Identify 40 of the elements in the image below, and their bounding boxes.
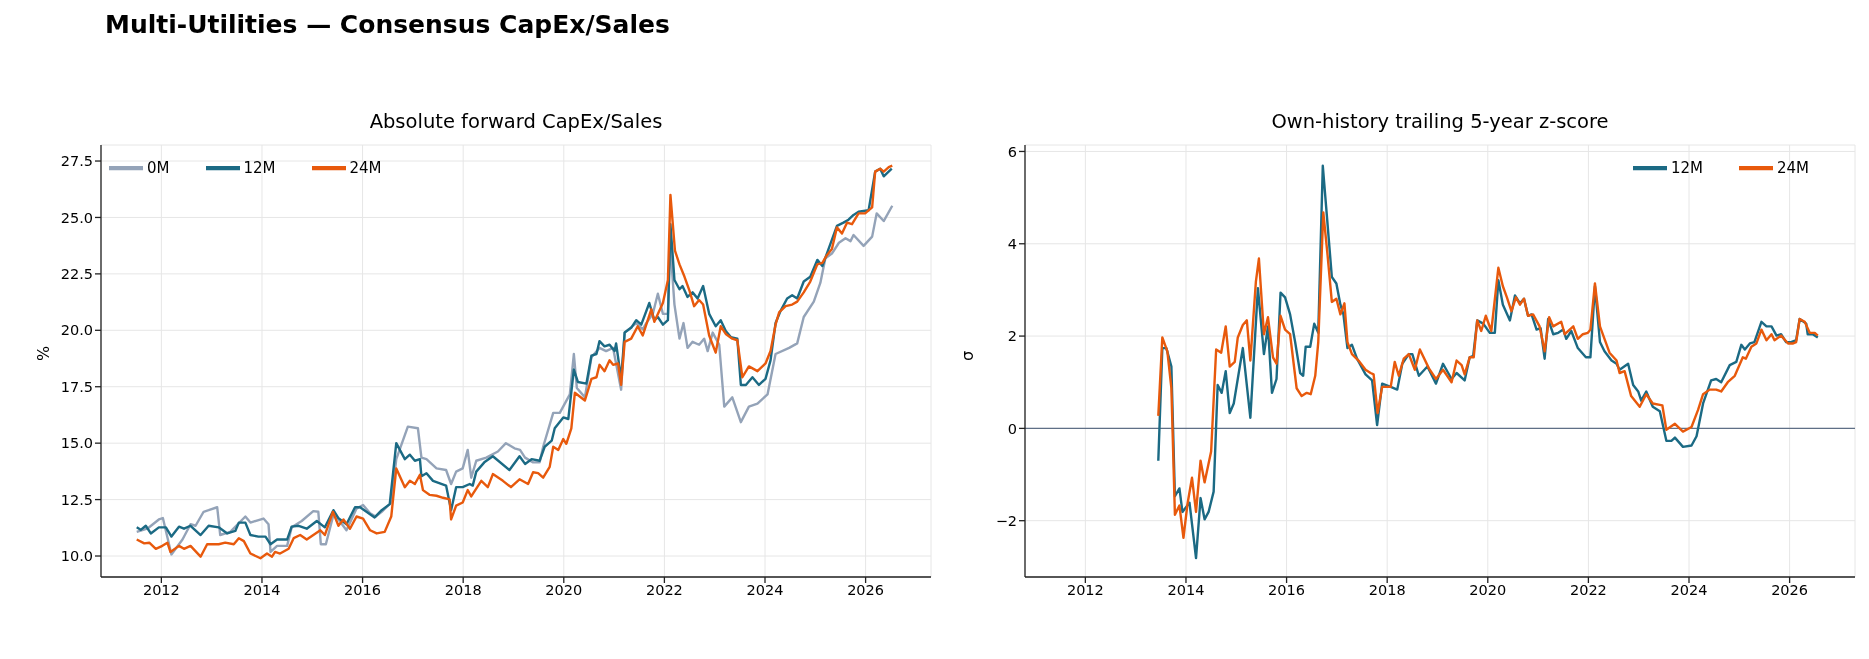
y-tick-label: 2 bbox=[1007, 328, 1017, 345]
y-tick-label: 6 bbox=[1007, 143, 1017, 160]
y-tick-label: 0 bbox=[1007, 420, 1017, 437]
y-tick-label: 10.0 bbox=[60, 548, 93, 565]
x-tick-label: 2022 bbox=[1569, 582, 1607, 599]
legend-label: 12M bbox=[1670, 158, 1703, 177]
x-tick-label: 2024 bbox=[746, 582, 784, 599]
x-tick-label: 2012 bbox=[142, 582, 180, 599]
x-tick-label: 2014 bbox=[243, 582, 281, 599]
x-tick-label: 2020 bbox=[1469, 582, 1507, 599]
x-tick-label: 2016 bbox=[344, 582, 382, 599]
y-tick-label: 12.5 bbox=[60, 491, 93, 508]
line-series bbox=[1157, 211, 1819, 539]
y-tick-label: 17.5 bbox=[60, 378, 93, 395]
legend-label: 12M bbox=[243, 158, 276, 177]
x-tick-label: 2024 bbox=[1670, 582, 1708, 599]
chart-subtitle: Absolute forward CapEx/Sales bbox=[368, 110, 664, 133]
y-tick-label: 15.0 bbox=[60, 435, 93, 452]
y-tick-label: 20.0 bbox=[60, 322, 93, 339]
y-axis-title: % bbox=[33, 345, 53, 361]
y-tick-label: 27.5 bbox=[60, 153, 93, 170]
x-tick-label: 2022 bbox=[645, 582, 683, 599]
y-tick-label: −2 bbox=[995, 512, 1017, 529]
x-tick-label: 2018 bbox=[1368, 582, 1406, 599]
x-tick-label: 2018 bbox=[444, 582, 482, 599]
chart-title: Multi-Utilities — Consensus CapEx/Sales bbox=[105, 10, 670, 39]
chart-subtitle: Own-history trailing 5-year z-score bbox=[1270, 110, 1610, 133]
y-tick-label: 4 bbox=[1007, 235, 1017, 252]
x-tick-label: 2026 bbox=[1771, 582, 1809, 599]
x-tick-label: 2016 bbox=[1268, 582, 1306, 599]
y-axis-title: σ bbox=[957, 350, 977, 361]
x-tick-label: 2026 bbox=[847, 582, 885, 599]
x-tick-label: 2020 bbox=[545, 582, 583, 599]
x-tick-label: 2012 bbox=[1066, 582, 1104, 599]
x-tick-label: 2014 bbox=[1167, 582, 1205, 599]
legend-label: 0M bbox=[147, 158, 170, 177]
legend-label: 24M bbox=[349, 158, 382, 177]
y-tick-label: 25.0 bbox=[60, 209, 93, 226]
y-tick-label: 22.5 bbox=[60, 266, 93, 283]
legend-label: 24M bbox=[1776, 158, 1809, 177]
